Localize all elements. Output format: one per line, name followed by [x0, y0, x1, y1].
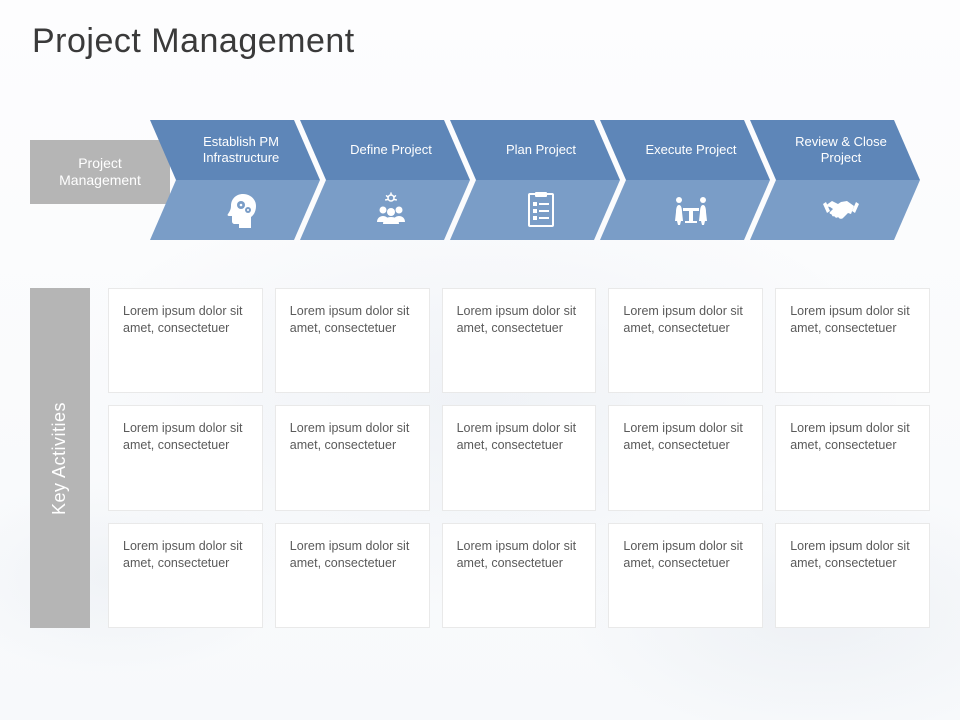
activity-cell: Lorem ipsum dolor sit amet, consectetuer — [108, 405, 263, 510]
activity-cell: Lorem ipsum dolor sit amet, consectetuer — [108, 288, 263, 393]
process-stage-2: Define Project — [300, 120, 470, 240]
activity-cell: Lorem ipsum dolor sit amet, consectetuer — [608, 405, 763, 510]
head-gears-icon — [170, 182, 312, 238]
activity-cell: Lorem ipsum dolor sit amet, consectetuer — [275, 288, 430, 393]
activity-cell: Lorem ipsum dolor sit amet, consectetuer — [775, 288, 930, 393]
activity-cell: Lorem ipsum dolor sit amet, consectetuer — [775, 523, 930, 628]
activity-cell: Lorem ipsum dolor sit amet, consectetuer — [442, 523, 597, 628]
pm-label-box: ProjectManagement — [30, 140, 170, 204]
stage-label: Define Project — [320, 120, 462, 180]
activity-cell: Lorem ipsum dolor sit amet, consectetuer — [275, 405, 430, 510]
process-stage-1: Establish PM Infrastructure — [150, 120, 320, 240]
stage-label: Execute Project — [620, 120, 762, 180]
activity-cell: Lorem ipsum dolor sit amet, consectetuer — [775, 405, 930, 510]
process-chevron-strip: ProjectManagement Establish PM Infrastru… — [30, 120, 930, 240]
activity-cell: Lorem ipsum dolor sit amet, consectetuer — [108, 523, 263, 628]
checklist-icon — [470, 182, 612, 238]
team-idea-icon — [320, 182, 462, 238]
handshake-icon — [770, 182, 912, 238]
process-stage-3: Plan Project — [450, 120, 620, 240]
activity-cell: Lorem ipsum dolor sit amet, consectetuer — [608, 288, 763, 393]
stage-label: Review & Close Project — [770, 120, 912, 180]
page-title: Project Management — [32, 22, 355, 61]
pm-label-text: ProjectManagement — [59, 155, 141, 190]
activity-cell: Lorem ipsum dolor sit amet, consectetuer — [275, 523, 430, 628]
process-stage-5: Review & Close Project — [750, 120, 920, 240]
key-activities-section: Key Activities Lorem ipsum dolor sit ame… — [30, 288, 930, 628]
activity-cell: Lorem ipsum dolor sit amet, consectetuer — [608, 523, 763, 628]
activity-cell: Lorem ipsum dolor sit amet, consectetuer — [442, 288, 597, 393]
process-stage-4: Execute Project — [600, 120, 770, 240]
stage-label: Plan Project — [470, 120, 612, 180]
key-activities-label-box: Key Activities — [30, 288, 90, 628]
activity-cell: Lorem ipsum dolor sit amet, consectetuer — [442, 405, 597, 510]
meeting-icon — [620, 182, 762, 238]
key-activities-label: Key Activities — [50, 401, 71, 514]
stage-label: Establish PM Infrastructure — [170, 120, 312, 180]
